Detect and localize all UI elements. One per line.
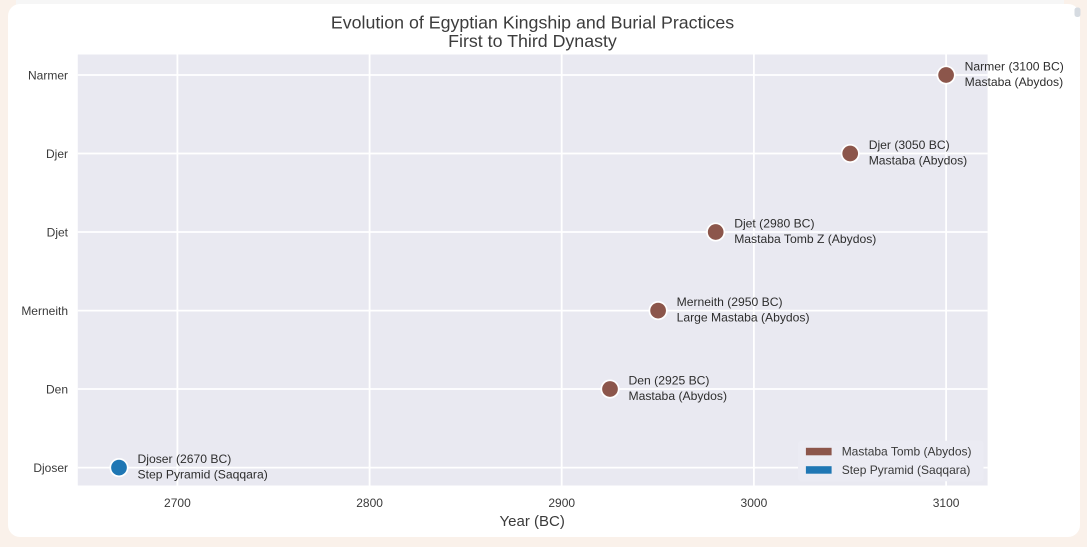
svg-text:Large Mastaba (Abydos): Large Mastaba (Abydos) <box>677 311 810 325</box>
svg-text:2900: 2900 <box>548 496 575 510</box>
svg-text:Step Pyramid (Saqqara): Step Pyramid (Saqqara) <box>842 463 971 477</box>
svg-text:2700: 2700 <box>164 496 191 510</box>
svg-text:Djoser (2670 BC): Djoser (2670 BC) <box>138 452 232 466</box>
svg-text:Merneith (2950 BC): Merneith (2950 BC) <box>677 295 783 309</box>
svg-text:Djer: Djer <box>46 147 68 161</box>
svg-text:Mastaba (Abydos): Mastaba (Abydos) <box>869 153 968 167</box>
svg-text:Mastaba Tomb Z (Abydos): Mastaba Tomb Z (Abydos) <box>734 232 876 246</box>
svg-text:3100: 3100 <box>933 496 960 510</box>
svg-text:First to Third Dynasty: First to Third Dynasty <box>448 31 617 51</box>
svg-text:2800: 2800 <box>356 496 383 510</box>
svg-text:Step Pyramid (Saqqara): Step Pyramid (Saqqara) <box>138 468 268 482</box>
svg-text:Mastaba Tomb (Abydos): Mastaba Tomb (Abydos) <box>842 445 972 459</box>
svg-text:Djet: Djet <box>47 225 69 239</box>
svg-text:3000: 3000 <box>741 496 768 510</box>
svg-text:Djer (3050 BC): Djer (3050 BC) <box>869 138 950 152</box>
svg-text:Narmer (3100 BC): Narmer (3100 BC) <box>965 60 1064 74</box>
svg-text:Den: Den <box>46 382 68 396</box>
svg-text:Mastaba (Abydos): Mastaba (Abydos) <box>629 389 728 403</box>
svg-text:Djet (2980 BC): Djet (2980 BC) <box>734 217 814 231</box>
svg-text:Djoser: Djoser <box>33 461 68 475</box>
svg-text:Narmer: Narmer <box>28 68 68 82</box>
svg-text:Den (2925 BC): Den (2925 BC) <box>629 374 710 388</box>
svg-text:Mastaba (Abydos): Mastaba (Abydos) <box>965 75 1064 89</box>
svg-text:Evolution of Egyptian Kingship: Evolution of Egyptian Kingship and Buria… <box>331 13 734 33</box>
svg-text:Merneith: Merneith <box>21 304 68 318</box>
svg-text:Year (BC): Year (BC) <box>500 513 565 530</box>
